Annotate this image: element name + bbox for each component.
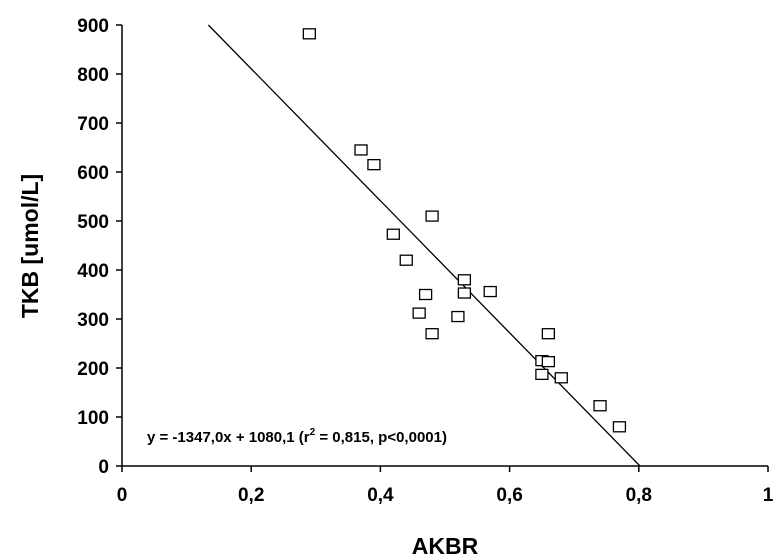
data-point [612,421,627,433]
data-point [425,210,439,222]
axes [121,25,768,467]
equation-suffix: = 0,815, p<0,0001) [315,429,447,446]
y-tick-label: 200 [77,359,109,380]
x-axis-label: AKBR [412,533,479,558]
x-tick-label: 0,4 [367,485,394,506]
y-axis-label: TKB [umol/L] [17,174,43,318]
regression-line-group [207,24,641,467]
data-point [593,400,607,412]
y-tick-label: 800 [77,65,109,86]
x-tick-label: 0,8 [626,485,652,506]
regression-equation: y = -1347,0x + 1080,1 (r2 = 0,815, p<0,0… [147,427,447,446]
data-point [386,228,400,240]
x-tick-label: 1 [763,485,773,506]
data-point [457,287,472,299]
data-point [425,328,439,340]
data-point [535,368,549,381]
y-tick-labels: 0 100 200 300 400 500 600 700 800 900 [77,16,122,478]
y-tick-label: 400 [77,261,109,282]
data-point [367,158,381,171]
data-points [302,28,627,433]
equation-prefix: y = -1347,0x + 1080,1 (r [147,429,310,446]
x-tick-label: 0,6 [496,485,522,506]
y-tick-label: 900 [77,16,109,37]
data-point [399,254,413,266]
data-point [541,328,556,340]
equation-superscript: 2 [310,427,316,438]
y-tick-label: 600 [77,163,109,184]
y-tick-label: 300 [77,310,109,331]
y-tick-label: 0 [98,457,109,478]
x-tick-label: 0,2 [238,485,264,506]
data-point [412,307,426,319]
x-tick-labels: 0 0,2 0,4 0,6 0,8 1 [117,466,773,506]
regression-line [207,24,641,467]
data-point [302,28,316,40]
y-tick-label: 500 [77,212,109,233]
data-point [541,355,556,368]
y-tick-label: 700 [77,114,109,135]
data-point [354,144,368,156]
y-tick-label: 100 [77,408,109,429]
data-point [418,288,433,301]
x-tick-label: 0 [117,485,128,506]
data-point [457,274,472,286]
data-point [554,372,568,384]
data-point [483,285,497,298]
data-point [451,310,465,323]
